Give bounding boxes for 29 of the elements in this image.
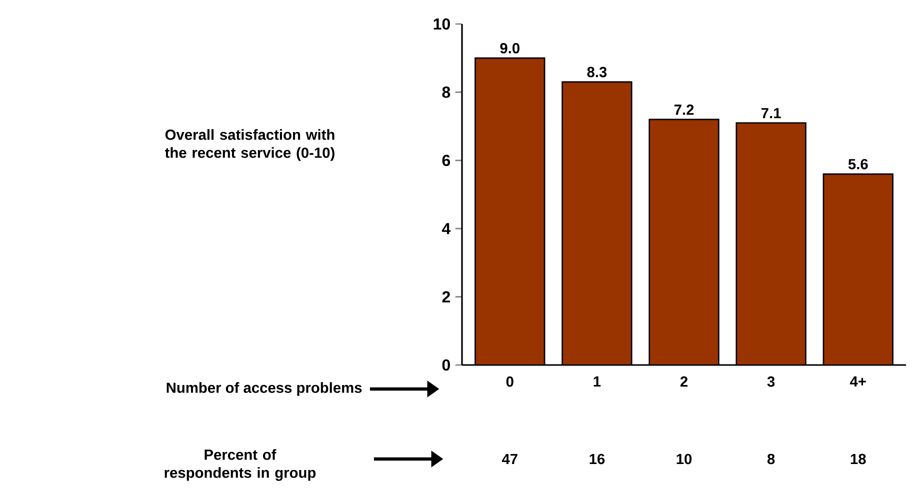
text: Percent of respondents in group: [164, 449, 316, 481]
text: 10: [676, 454, 692, 464]
text: 16: [590, 454, 605, 464]
text: 18: [850, 454, 866, 464]
bar: [648, 118, 720, 365]
data-label: 8.3: [587, 66, 607, 78]
bar: [736, 122, 806, 365]
y-tick-label: 10: [434, 18, 450, 30]
text: 8: [767, 454, 775, 464]
x-tick-label: 4+: [850, 376, 866, 386]
x-tick-label: 2: [680, 376, 688, 387]
y-tick-label: 8: [442, 86, 450, 98]
text: 47: [502, 454, 518, 464]
y-tick-label: 2: [442, 291, 450, 302]
y-tick-label: 4: [442, 223, 451, 234]
x-tick-label: 3: [767, 376, 775, 387]
data-label: 7.2: [674, 104, 694, 115]
data-label: 7.1: [762, 108, 781, 118]
x-tick-label: 0: [506, 376, 514, 387]
x-axis-title: Number of access problems: [166, 382, 362, 396]
bar: [474, 57, 546, 365]
text: Overall satisfaction with the recent service (0-10): [165, 129, 334, 161]
bar: [562, 81, 632, 365]
y-tick-label: 0: [442, 359, 450, 371]
bar: [822, 173, 894, 365]
x-tick-label: 1: [594, 376, 601, 386]
data-label: 9.0: [500, 43, 520, 54]
data-label: 5.6: [848, 158, 868, 170]
y-tick-label: 6: [442, 154, 450, 166]
